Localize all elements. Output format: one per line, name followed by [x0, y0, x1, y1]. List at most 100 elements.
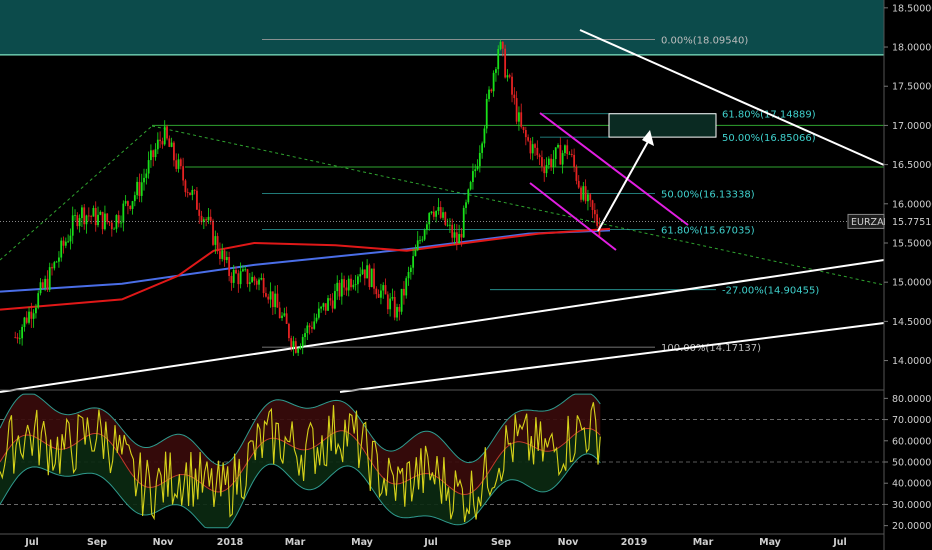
- candle-body: [161, 141, 164, 145]
- moving-average-red: [0, 227, 611, 311]
- fib-label: 50.00%(16.13338): [661, 189, 755, 200]
- candle-body: [78, 218, 81, 227]
- rsi-tick-label: 20.0000: [892, 521, 931, 532]
- candle-body: [239, 271, 242, 285]
- time-tick-label: Mar: [285, 537, 306, 548]
- candle-body: [531, 144, 534, 154]
- channel-lower: [529, 182, 617, 251]
- candle-body: [294, 341, 297, 353]
- candle-body: [37, 293, 40, 308]
- candle-body: [51, 267, 53, 269]
- candle-body: [283, 313, 286, 316]
- candle-body: [329, 298, 332, 301]
- candle-body: [474, 169, 477, 172]
- candle-body: [76, 215, 79, 227]
- candle-body: [74, 215, 76, 217]
- candle-body: [343, 279, 346, 288]
- candle-body: [186, 192, 189, 193]
- candle-body: [129, 205, 132, 209]
- candle-body: [589, 194, 592, 201]
- candle-body: [189, 192, 191, 195]
- candle-body: [380, 290, 382, 298]
- candle-body: [306, 325, 309, 334]
- candle-body: [593, 209, 596, 215]
- candle-body: [584, 186, 587, 202]
- candle-body: [177, 159, 180, 169]
- candle-body: [39, 282, 42, 294]
- candle-body: [152, 150, 155, 158]
- candle-body: [223, 250, 226, 261]
- rsi-tick-label: 70.0000: [892, 415, 931, 426]
- candle-body: [400, 288, 403, 312]
- candle-body: [446, 224, 449, 226]
- candle-body: [370, 268, 373, 288]
- candle-body: [168, 138, 171, 147]
- fib-label: 61.80%(15.67035): [661, 226, 755, 237]
- candle-body: [515, 98, 518, 122]
- candle-body: [324, 303, 327, 311]
- candle-body: [23, 317, 26, 327]
- candle-body: [28, 311, 30, 323]
- rsi-lower-shade: [0, 428, 601, 528]
- candle-body: [154, 149, 157, 158]
- candle-body: [587, 194, 589, 202]
- price-tick-label: 16.50000: [892, 160, 932, 171]
- price-tick-label: 17.50000: [892, 82, 932, 93]
- candle-body: [391, 297, 394, 299]
- candle-body: [481, 143, 484, 153]
- candle-body: [357, 276, 359, 285]
- candle-body: [173, 142, 175, 161]
- candle-body: [207, 216, 210, 221]
- rsi-band-upper: [0, 393, 601, 466]
- candle-body: [492, 72, 495, 92]
- rsi-line: [0, 402, 601, 523]
- candle-body: [458, 234, 461, 244]
- candle-body: [347, 278, 350, 291]
- candle-body: [573, 154, 576, 167]
- time-tick-label: 2019: [621, 537, 647, 548]
- candle-body: [297, 348, 300, 353]
- candle-body: [92, 208, 95, 217]
- candle-body: [421, 239, 424, 241]
- candle-body: [58, 257, 60, 262]
- candle-body: [25, 317, 28, 323]
- candle-body: [568, 153, 571, 155]
- candle-body: [184, 180, 187, 193]
- candle-body: [497, 49, 500, 70]
- candle-body: [439, 207, 442, 218]
- candle-body: [251, 276, 254, 283]
- candle-body: [260, 278, 263, 280]
- candle-body: [16, 337, 19, 339]
- candle-body: [108, 221, 111, 223]
- candle-body: [53, 262, 56, 269]
- candle-body: [428, 213, 431, 225]
- candle-body: [179, 159, 182, 167]
- candle-body: [598, 225, 601, 236]
- candle-body: [455, 232, 458, 244]
- candle-body: [541, 157, 543, 167]
- candle-body: [198, 209, 201, 216]
- candle-body: [228, 257, 231, 276]
- candle-body: [242, 269, 244, 272]
- rsi-band-lower: [0, 453, 601, 529]
- candle-body: [359, 274, 362, 277]
- projection-arrow: [597, 137, 651, 232]
- candle-body: [453, 232, 456, 238]
- candle-body: [62, 240, 65, 246]
- fib-label: 100.00%(14.17137): [661, 343, 761, 354]
- candle-body: [566, 145, 569, 155]
- candle-body: [299, 346, 302, 349]
- fib-label: 0.00%(18.09540): [661, 36, 748, 47]
- candle-body: [386, 294, 389, 310]
- price-tick-label: 15.00000: [892, 278, 932, 289]
- candle-body: [462, 207, 465, 238]
- candle-body: [550, 158, 553, 168]
- candle-body: [570, 153, 573, 155]
- candle-body: [538, 155, 541, 158]
- candle-body: [327, 298, 329, 311]
- candle-body: [253, 276, 256, 281]
- candle-body: [150, 150, 152, 161]
- candle-body: [437, 207, 440, 211]
- candle-body: [504, 48, 507, 78]
